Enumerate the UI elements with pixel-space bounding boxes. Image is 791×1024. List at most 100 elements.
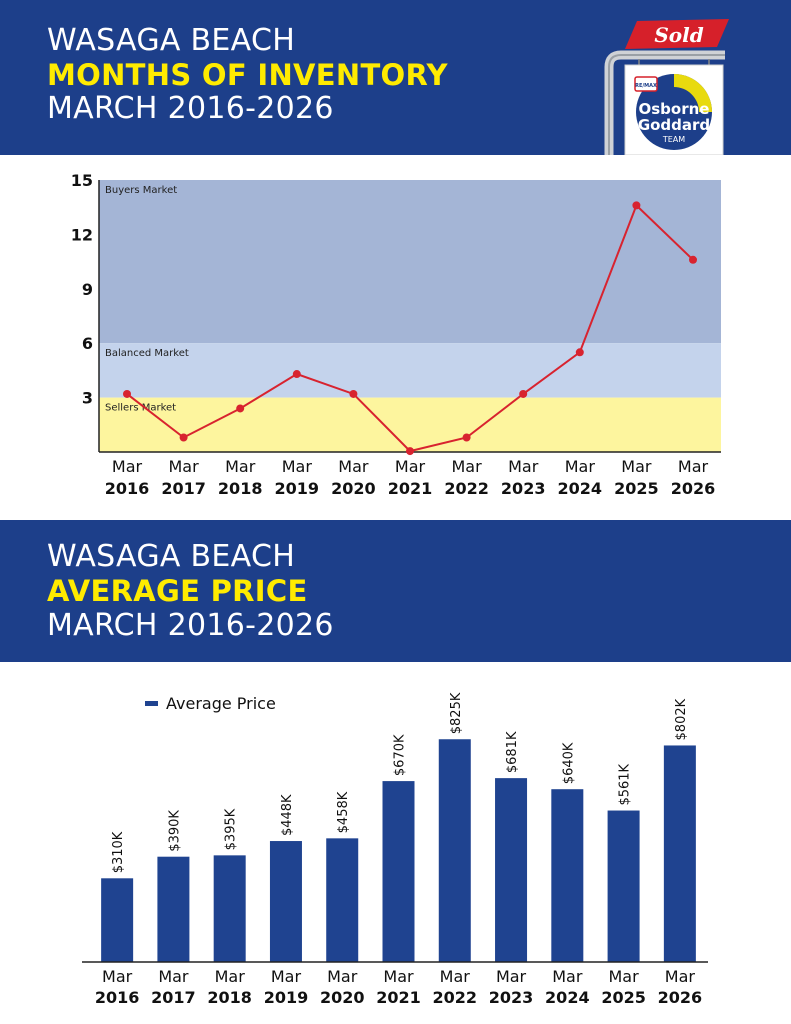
y-tick-label: 9 <box>82 280 93 299</box>
price-data-label: $448K <box>280 794 295 836</box>
x-tick-label-year: 2025 <box>614 479 659 498</box>
x-tick-label-year: 2025 <box>601 988 646 1007</box>
sellers-market-zone-label: Sellers Market <box>105 403 176 414</box>
x-tick-label-year: 2019 <box>264 988 309 1007</box>
balanced-market-zone-label: Balanced Market <box>105 348 189 359</box>
x-tick-label-year: 2023 <box>501 479 546 498</box>
price-data-label: $802K <box>674 698 689 740</box>
inventory-data-point <box>689 255 697 264</box>
x-tick-label-year: 2017 <box>161 479 206 498</box>
legend-label: Average Price <box>166 694 276 713</box>
sold-rider-icon <box>625 19 729 49</box>
brand-name-line2: Goddard <box>638 116 710 134</box>
price-bar <box>607 810 640 962</box>
price-data-label: $825K <box>449 692 464 734</box>
inventory-data-point <box>632 201 641 210</box>
x-tick-label-month: Mar <box>102 967 133 986</box>
price-bar <box>495 778 528 962</box>
average-price-chart: Average Price $310K Mar 2016 $390K Mar 2017 $39… <box>0 670 791 1024</box>
buyers-market-zone <box>99 180 721 344</box>
x-tick-label-month: Mar <box>112 457 143 476</box>
x-tick-label-month: Mar <box>383 967 414 986</box>
x-tick-label-month: Mar <box>608 967 639 986</box>
x-tick-label-month: Mar <box>452 457 483 476</box>
price-bar <box>101 878 134 962</box>
x-tick-label-year: 2016 <box>95 988 140 1007</box>
x-tick-label-month: Mar <box>440 967 471 986</box>
inventory-data-point <box>519 389 528 398</box>
remax-balloon-icon <box>634 76 658 92</box>
inventory-data-point <box>575 348 584 357</box>
price-bar <box>663 745 696 962</box>
x-tick-label-year: 2021 <box>388 479 433 498</box>
x-tick-label-year: 2023 <box>489 988 534 1007</box>
price-data-label: $681K <box>505 731 520 773</box>
price-bar <box>326 838 359 962</box>
price-data-label: $640K <box>561 742 576 784</box>
x-tick-label-month: Mar <box>665 967 696 986</box>
price-metric-title: AVERAGE PRICE <box>47 574 308 608</box>
price-data-label: $458K <box>336 791 351 833</box>
x-tick-label-month: Mar <box>508 457 539 476</box>
x-tick-label-month: Mar <box>158 967 189 986</box>
price-data-label: $310K <box>111 831 126 873</box>
price-data-label: $561K <box>618 763 633 805</box>
x-tick-label-month: Mar <box>552 967 583 986</box>
x-tick-label-month: Mar <box>282 457 313 476</box>
inventory-data-point <box>349 389 358 398</box>
x-tick-label-year: 2022 <box>444 479 489 498</box>
inventory-data-point <box>123 389 131 398</box>
price-header-banner: WASAGA BEACH AVERAGE PRICE MARCH 2016-20… <box>0 520 791 662</box>
x-tick-label-year: 2024 <box>545 988 590 1007</box>
x-tick-label-month: Mar <box>225 457 256 476</box>
x-tick-label-year: 2017 <box>151 988 196 1007</box>
price-bar <box>157 856 190 962</box>
price-data-label: $670K <box>393 734 408 776</box>
x-tick-label-year: 2018 <box>207 988 252 1007</box>
buyers-market-zone-label: Buyers Market <box>105 185 177 196</box>
y-tick-label: 6 <box>82 334 93 353</box>
brand-name-line3: TEAM <box>662 135 685 144</box>
balanced-market-zone <box>99 343 721 398</box>
price-data-label: $390K <box>167 810 182 852</box>
brand-swoosh-icon <box>674 74 712 112</box>
x-tick-label-month: Mar <box>621 457 652 476</box>
inventory-data-point <box>236 404 245 413</box>
price-bar-chart-svg: Average Price $310K Mar 2016 $390K Mar 2017 $39… <box>82 692 708 1007</box>
inventory-data-point <box>406 447 414 456</box>
price-bar <box>269 841 302 962</box>
inventory-header-banner: WASAGA BEACH MONTHS OF INVENTORY MARCH 2… <box>0 0 791 155</box>
legend-swatch <box>145 701 158 706</box>
x-tick-label-month: Mar <box>338 457 369 476</box>
x-tick-label-year: 2022 <box>433 988 478 1007</box>
x-tick-label-year: 2020 <box>320 988 365 1007</box>
price-data-label: $395K <box>224 808 239 850</box>
x-tick-label-month: Mar <box>395 457 426 476</box>
x-tick-label-month: Mar <box>678 457 709 476</box>
x-tick-label-year: 2021 <box>376 988 421 1007</box>
sold-text: Sold <box>654 23 703 47</box>
inventory-metric-title: MONTHS OF INVENTORY <box>47 58 448 92</box>
y-tick-label: 15 <box>71 171 93 190</box>
price-location-title: WASAGA BEACH <box>47 539 296 574</box>
x-tick-label-year: 2026 <box>671 479 716 498</box>
x-tick-label-month: Mar <box>215 967 246 986</box>
x-tick-label-year: 2020 <box>331 479 376 498</box>
sellers-market-zone <box>99 397 721 452</box>
price-bar <box>551 789 584 962</box>
x-tick-label-year: 2026 <box>658 988 703 1007</box>
inventory-data-point <box>292 370 301 379</box>
x-tick-label-month: Mar <box>496 967 527 986</box>
price-bar <box>438 739 471 962</box>
inventory-data-point <box>462 433 471 442</box>
y-tick-label: 3 <box>82 389 93 408</box>
x-tick-label-year: 2024 <box>558 479 603 498</box>
inventory-data-point <box>179 433 188 442</box>
x-tick-label-month: Mar <box>169 457 200 476</box>
brand-name-line1: Osborne <box>639 100 710 118</box>
x-tick-label-month: Mar <box>565 457 596 476</box>
inventory-line-chart-svg: Buyers Market Balanced Market Sellers Mark… <box>71 171 721 498</box>
sold-sign-logo: Sold RE/MAX Osborne Goddard TEAM <box>604 19 729 155</box>
x-tick-label-month: Mar <box>327 967 358 986</box>
x-tick-label-year: 2016 <box>105 479 150 498</box>
